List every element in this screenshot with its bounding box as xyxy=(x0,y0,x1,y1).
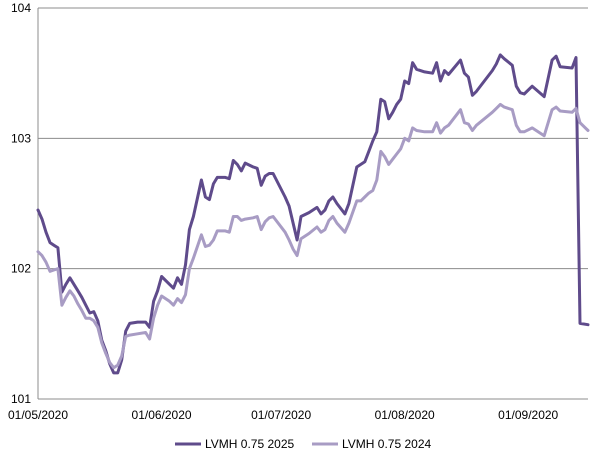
series-lines xyxy=(36,53,590,375)
y-tick-label: 102 xyxy=(11,262,31,276)
legend-label: LVMH 0.75 2025 xyxy=(205,437,294,451)
series-line-2 xyxy=(36,102,590,370)
grid-lines xyxy=(38,7,588,400)
x-tick-label: 01/07/2020 xyxy=(251,408,311,422)
y-tick-label: 101 xyxy=(11,392,31,406)
x-tick-labels: 01/05/2020 01/06/2020 01/07/2020 01/08/2020… xyxy=(8,408,559,422)
x-tick-label: 01/06/2020 xyxy=(132,408,192,422)
y-tick-label: 104 xyxy=(11,1,31,15)
series-line-1 xyxy=(36,53,590,375)
legend-label: LVMH 0.75 2024 xyxy=(342,437,431,451)
x-tick-label: 01/09/2020 xyxy=(498,408,558,422)
x-tick-label: 01/05/2020 xyxy=(8,408,68,422)
legend: LVMH 0.75 2025 LVMH 0.75 2024 xyxy=(175,437,431,451)
x-tick-label: 01/08/2020 xyxy=(375,408,435,422)
y-tick-label: 103 xyxy=(11,131,31,145)
y-tick-labels: 101 102 103 104 xyxy=(11,1,31,406)
